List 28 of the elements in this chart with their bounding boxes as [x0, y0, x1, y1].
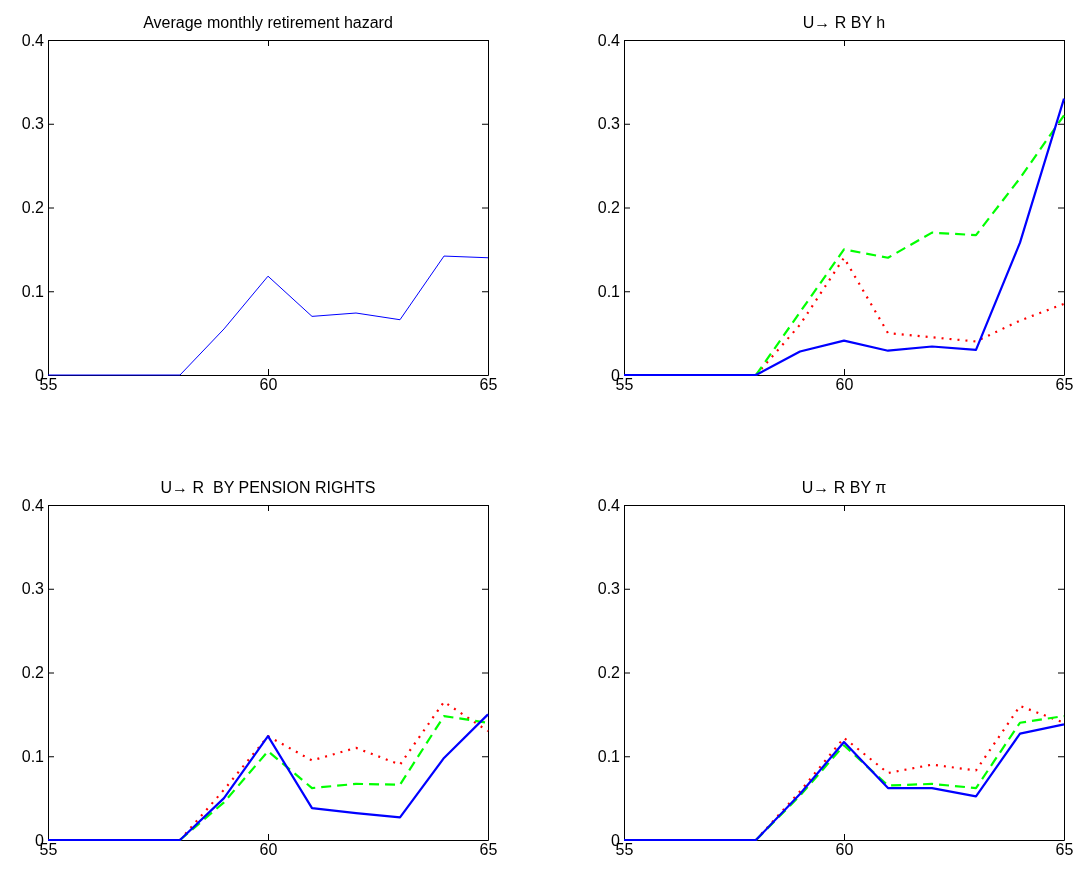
- y-tick-label: 0.1: [21, 747, 45, 765]
- x-tick-label: 60: [835, 376, 854, 394]
- x-tick-label: 65: [479, 841, 498, 859]
- y-tick-label: 0.1: [21, 282, 45, 300]
- x-tick-label: 65: [479, 376, 498, 394]
- y-tick-label: 0.3: [597, 580, 621, 598]
- chart-title: U→ R BY π: [801, 479, 887, 496]
- y-tick-label: 0.4: [21, 496, 45, 514]
- y-tick-label: 0.1: [597, 747, 621, 765]
- chart-title: U→ R BY h: [802, 14, 886, 31]
- x-tick-label: 65: [1055, 376, 1074, 394]
- y-tick-label: 0.2: [21, 664, 45, 682]
- x-tick-label: 60: [259, 376, 278, 394]
- x-tick-label: 60: [259, 841, 278, 859]
- y-tick-label: 0.1: [597, 282, 621, 300]
- y-tick-label: 0.3: [21, 580, 45, 598]
- y-tick-label: 0.2: [21, 199, 45, 217]
- chart-title: U→ R BY PENSION RIGHTS: [160, 479, 376, 496]
- x-tick-label: 65: [1055, 841, 1074, 859]
- y-tick-label: 0.3: [597, 115, 621, 133]
- x-tick-label: 60: [835, 841, 854, 859]
- y-tick-label: 0.2: [597, 199, 621, 217]
- y-tick-label: 0.4: [597, 31, 621, 49]
- y-tick-label: 0.3: [21, 115, 45, 133]
- y-tick-label: 0.2: [597, 664, 621, 682]
- y-tick-label: 0.4: [21, 31, 45, 49]
- y-tick-label: 0.4: [597, 496, 621, 514]
- chart-title: Average monthly retirement hazard: [143, 14, 393, 31]
